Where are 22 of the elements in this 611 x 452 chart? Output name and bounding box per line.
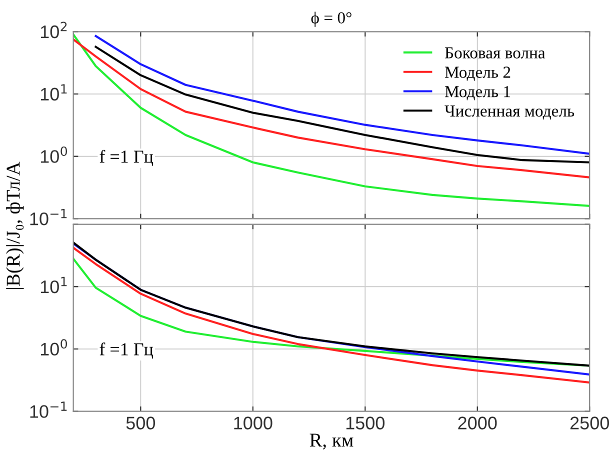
y-tick-label: 10$^{0}$ [40,339,68,356]
y-tick-label: 10$^{2}$ [40,22,67,38]
x-tick-label: 1500 [346,416,385,430]
annotation: f =1 Гц [100,342,154,359]
x-tick-label: 2000 [458,416,497,430]
legend-label: Модель 2 [444,66,510,81]
y-tick-label: 10$^{−1}$ [30,208,67,226]
legend-label: Численная модель [444,106,574,120]
y-axis-title: |B(R)|/J₀, фТл/А [6,162,24,289]
line-series [73,38,590,178]
x-tick-label: 2500 [570,416,609,430]
legend-label: Модель 1 [444,86,510,100]
legend-label: Боковая волна [444,47,546,58]
x-axis-title: R, км [310,434,354,450]
y-tick-label: 10$^{1}$ [40,84,67,101]
y-tick-label: 10$^{−1}$ [30,402,67,418]
y-tick-label: 10$^{1}$ [40,276,67,294]
chart-title: ϕ = 0° [311,12,352,27]
y-tick-label: 10$^{0}$ [40,146,68,163]
x-tick-label: 1000 [234,416,272,430]
annotation: f =1 Гц [100,150,154,166]
x-tick-label: 500 [126,416,156,430]
